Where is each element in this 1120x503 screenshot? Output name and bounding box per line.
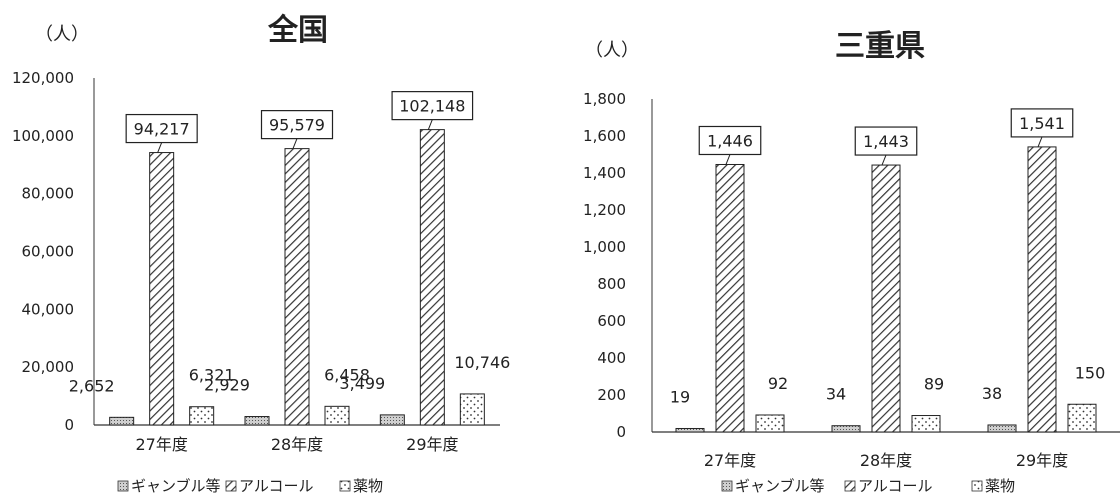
chart-1-y-tick-label: 80,000 xyxy=(22,185,75,203)
chart-2-unit-label: （人） xyxy=(585,40,639,61)
legend-1-label-gamble: ギャンブル等 xyxy=(131,477,221,495)
chart-1-data-label: 94,217 xyxy=(134,120,190,139)
chart-1-bar-alcohol xyxy=(284,148,310,426)
chart-1-category-label: 27年度 xyxy=(135,435,187,454)
chart-2-y-tick-label: 200 xyxy=(597,386,626,404)
chart-2-data-label: 19 xyxy=(670,387,690,406)
legend-2-label-gamble: ギャンブル等 xyxy=(735,477,825,495)
chart-2-data-label: 150 xyxy=(1075,363,1106,382)
chart-2-data-label: 34 xyxy=(826,385,846,404)
chart-1-data-label: 2,652 xyxy=(69,376,115,395)
chart-1-data-label: 95,579 xyxy=(269,116,325,135)
chart-2-y-tick-label: 1,600 xyxy=(583,127,626,145)
chart-2-y-tick-label: 400 xyxy=(597,349,626,367)
chart-2-y-tick-label: 1,000 xyxy=(583,238,626,256)
chart-2-data-label: 38 xyxy=(982,384,1002,403)
chart-2-bar-drug xyxy=(911,415,941,433)
chart-2-bar-gamble xyxy=(987,424,1017,433)
chart-1-data-label-box xyxy=(260,110,334,140)
chart-2-y-tick-label: 1,400 xyxy=(583,164,626,182)
chart-2-data-label-leader xyxy=(1037,136,1043,148)
chart-2-data-label: 1,443 xyxy=(863,132,909,151)
legend-2-swatch-alcohol xyxy=(844,480,856,492)
chart-2-bar-alcohol xyxy=(871,164,901,433)
chart-1-plot: 0 20,000 40,000 60,000 80,000 100,000 120,000 2… xyxy=(12,69,510,454)
legend-2-swatch-drug xyxy=(971,480,983,492)
chart-1-bar-gamble xyxy=(379,414,405,426)
chart-2-bar-drug xyxy=(755,414,785,433)
chart-2-data-label-box xyxy=(698,125,762,156)
chart-1-y-tick-label: 120,000 xyxy=(12,69,74,87)
chart-1-data-label: 10,746 xyxy=(454,353,510,372)
legend-1-swatch-gamble xyxy=(117,480,129,492)
legend-1-swatch-alcohol xyxy=(225,480,237,492)
chart-2-data-label-leader xyxy=(725,154,731,165)
chart-2-bar-gamble xyxy=(675,427,705,433)
chart-2-y-tick-label: 1,800 xyxy=(583,90,626,108)
chart-1-data-label-box xyxy=(125,113,198,144)
chart-1-data-label-leader xyxy=(427,119,433,130)
chart-1-data-label: 3,499 xyxy=(339,374,385,393)
chart-1-y-tick-label: 100,000 xyxy=(12,127,74,145)
chart-1-title: 全国 xyxy=(267,13,328,48)
chart-1-bar-drug xyxy=(189,406,215,426)
chart-1-category-label: 28年度 xyxy=(271,435,323,454)
legend-2-label-drug: 薬物 xyxy=(985,477,1015,495)
chart-1-bar-gamble xyxy=(109,416,135,426)
chart-1-bar-gamble xyxy=(244,416,270,426)
chart-2-title: 三重県 xyxy=(835,29,925,64)
chart-1-y-tick-label: 0 xyxy=(64,416,74,434)
chart-1-y-tick-label: 60,000 xyxy=(22,243,75,261)
chart-2-y-tick-label: 0 xyxy=(616,423,626,441)
chart-2-bar-alcohol xyxy=(1027,146,1057,433)
chart-2-y-tick-label: 600 xyxy=(597,312,626,330)
chart-2-bar-alcohol xyxy=(715,163,745,433)
chart-2-data-label: 1,446 xyxy=(707,131,753,150)
chart-2-data-label-leader xyxy=(881,154,887,166)
chart-1-legend: ギャンブル等 アルコール 薬物 xyxy=(117,477,383,495)
chart-1-y-tick-label: 40,000 xyxy=(22,300,75,318)
chart-2-legend: ギャンブル等 アルコール 薬物 xyxy=(721,477,1015,495)
chart-1-bar-alcohol xyxy=(419,129,445,426)
chart-1-data-label: 2,929 xyxy=(204,376,250,395)
legend-2-label-alcohol: アルコール xyxy=(858,477,933,495)
chart-1-data-label: 6,321 xyxy=(189,366,235,385)
chart-2-category-label: 27年度 xyxy=(704,451,756,470)
legend-1-label-alcohol: アルコール xyxy=(239,477,314,495)
chart-2-bar-drug xyxy=(1067,403,1097,433)
chart-1-bar-alcohol xyxy=(149,152,175,426)
legend-1-label-drug: 薬物 xyxy=(353,477,383,495)
chart-2-y-tick-label: 1,200 xyxy=(583,201,626,219)
chart-1-data-label-leader xyxy=(292,138,298,149)
chart-1-bar-drug xyxy=(459,393,485,426)
chart-2-data-label: 1,541 xyxy=(1019,114,1065,133)
chart-1-bar-drug xyxy=(324,405,350,426)
chart-2-category-label: 29年度 xyxy=(1016,451,1068,470)
chart-2-data-label-box xyxy=(1010,108,1074,138)
chart-2-plot: 0 200 400 600 800 1,000 1,200 1,400 1,600 1,800 27… xyxy=(583,90,1120,470)
chart-1-unit-label: （人） xyxy=(35,24,89,45)
chart-2-bar-gamble xyxy=(831,425,861,433)
chart-2-y-tick-label: 800 xyxy=(597,275,626,293)
chart-1-category-label: 29年度 xyxy=(406,435,458,454)
chart-2-data-label: 92 xyxy=(768,374,788,393)
chart-1-y-tick-label: 20,000 xyxy=(22,358,75,376)
chart-1-data-label: 102,148 xyxy=(399,97,465,116)
legend-2-swatch-gamble xyxy=(721,480,733,492)
chart-2-data-label: 89 xyxy=(924,375,944,394)
legend-1-swatch-drug xyxy=(339,480,351,492)
chart-1-data-label: 6,458 xyxy=(324,365,370,384)
chart-1-data-label-leader xyxy=(157,142,163,153)
chart-2-category-label: 28年度 xyxy=(860,451,912,470)
